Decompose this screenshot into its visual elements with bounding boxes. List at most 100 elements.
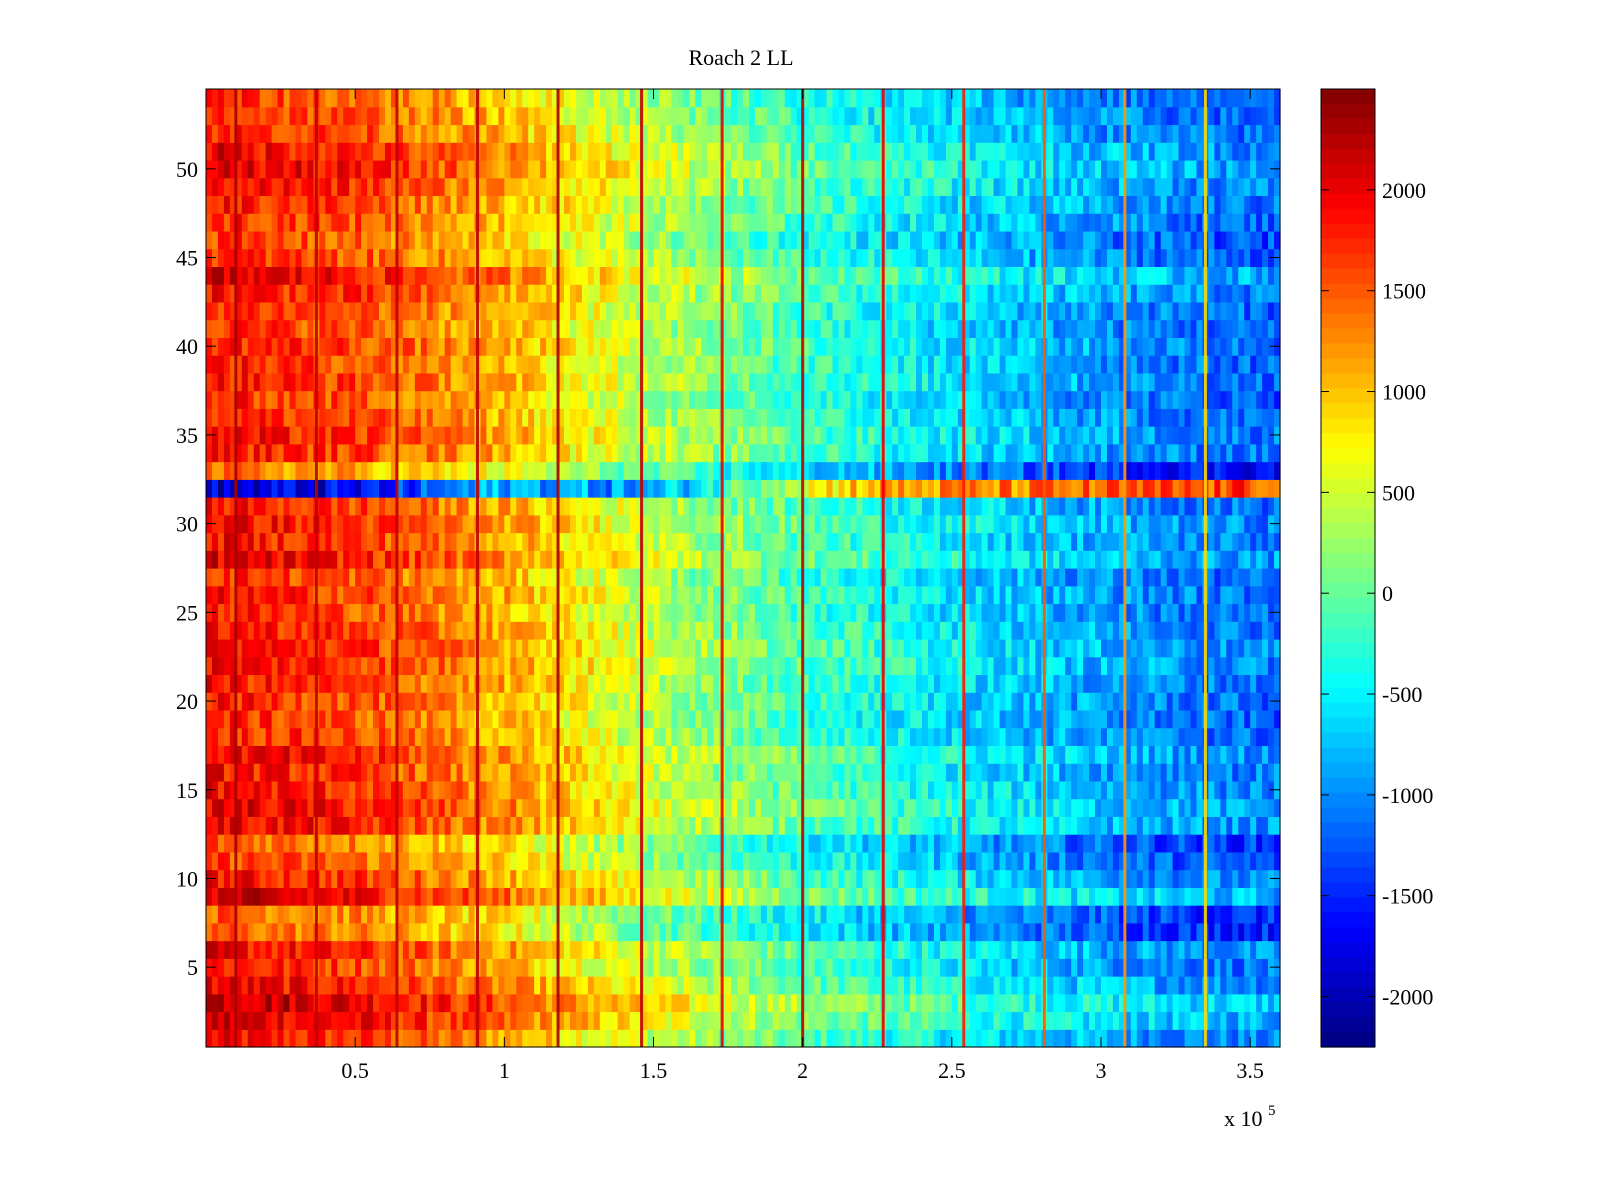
heatmap-cell bbox=[1101, 993, 1108, 1013]
heatmap-cell bbox=[927, 958, 935, 977]
heatmap-cell bbox=[701, 568, 708, 587]
heatmap-cell bbox=[766, 798, 774, 817]
heatmap-cell bbox=[957, 656, 965, 676]
heatmap-cell bbox=[1077, 709, 1084, 729]
heatmap-cell bbox=[373, 851, 380, 871]
heatmap-cell bbox=[868, 816, 875, 835]
heatmap-cell bbox=[850, 656, 857, 676]
heatmap-cell bbox=[528, 887, 535, 906]
heatmap-cell bbox=[1142, 834, 1150, 853]
heatmap-cell bbox=[343, 621, 350, 640]
heatmap-cell bbox=[945, 585, 953, 605]
heatmap-cell bbox=[629, 763, 637, 782]
heatmap-cell bbox=[1160, 745, 1168, 764]
heatmap-cell bbox=[289, 798, 297, 817]
heatmap-cell bbox=[951, 869, 959, 888]
heatmap-cell bbox=[1011, 638, 1019, 658]
heatmap-cell bbox=[916, 993, 923, 1013]
heatmap-cell bbox=[259, 816, 267, 835]
heatmap-cell bbox=[1238, 638, 1245, 658]
heatmap-cell bbox=[331, 585, 338, 605]
heatmap-cell bbox=[1232, 887, 1239, 906]
heatmap-cell bbox=[259, 621, 267, 640]
heatmap-cell bbox=[593, 905, 601, 924]
heatmap-cell bbox=[838, 1011, 846, 1030]
heatmap-cell bbox=[1124, 763, 1132, 782]
heatmap-cell bbox=[271, 568, 279, 587]
heatmap-cell bbox=[820, 922, 828, 942]
heatmap-cell bbox=[969, 692, 977, 711]
heatmap-cell bbox=[820, 940, 828, 959]
heatmap-cell bbox=[307, 816, 314, 835]
heatmap-cell bbox=[277, 816, 285, 835]
heatmap-cell bbox=[528, 621, 535, 640]
heatmap-cell bbox=[856, 905, 863, 924]
heatmap-cell bbox=[1172, 603, 1180, 622]
heatmap-cell bbox=[259, 1029, 267, 1048]
heatmap-cell bbox=[1112, 745, 1120, 764]
heatmap-cell bbox=[426, 887, 434, 906]
heatmap-cell bbox=[1184, 568, 1192, 587]
heatmap-cell bbox=[754, 745, 762, 764]
heatmap-cell bbox=[259, 905, 267, 924]
heatmap-cell bbox=[1196, 993, 1204, 1013]
heatmap-cell bbox=[1154, 745, 1162, 764]
heatmap-cell bbox=[707, 993, 714, 1013]
heatmap-cell bbox=[659, 834, 667, 853]
heatmap-cell bbox=[1148, 727, 1156, 747]
heatmap-cell bbox=[438, 922, 446, 942]
heatmap-cell bbox=[420, 745, 428, 764]
heatmap-cell bbox=[850, 976, 857, 995]
heatmap-cell bbox=[617, 674, 625, 693]
heatmap-cell bbox=[546, 1011, 553, 1030]
heatmap-cell bbox=[892, 993, 899, 1013]
heatmap-cell bbox=[856, 638, 863, 658]
heatmap-cell bbox=[307, 656, 314, 676]
heatmap-cell bbox=[969, 638, 977, 658]
heatmap-cell bbox=[468, 621, 476, 640]
heatmap-cell bbox=[939, 940, 947, 959]
heatmap-cell bbox=[337, 745, 344, 764]
heatmap-cell bbox=[820, 709, 828, 729]
heatmap-cell bbox=[617, 603, 625, 622]
heatmap-cell bbox=[910, 550, 917, 569]
heatmap-cell bbox=[355, 1029, 362, 1048]
heatmap-cell bbox=[546, 763, 553, 782]
heatmap-cell bbox=[307, 976, 314, 995]
heatmap-cell bbox=[927, 763, 935, 782]
heatmap-cell bbox=[808, 674, 816, 693]
heatmap-cell bbox=[367, 869, 374, 888]
heatmap-cell bbox=[480, 709, 488, 729]
heatmap-cell bbox=[456, 638, 464, 658]
heatmap-cell bbox=[558, 568, 565, 587]
heatmap-cell bbox=[295, 816, 303, 835]
heatmap-cell bbox=[725, 993, 732, 1013]
heatmap-cell bbox=[832, 958, 840, 977]
heatmap-cell bbox=[534, 905, 541, 924]
heatmap-cell bbox=[904, 816, 911, 835]
heatmap-cell bbox=[772, 798, 780, 817]
heatmap-cell bbox=[558, 851, 565, 871]
heatmap-cell bbox=[223, 585, 231, 605]
heatmap-cell bbox=[874, 780, 881, 800]
heatmap-cell bbox=[569, 674, 577, 693]
heatmap-cell bbox=[939, 887, 947, 906]
heatmap-cell bbox=[695, 976, 702, 995]
heatmap-cell bbox=[641, 887, 649, 906]
heatmap-cell bbox=[361, 585, 368, 605]
heatmap-cell bbox=[516, 709, 523, 729]
heatmap-cell bbox=[522, 709, 529, 729]
heatmap-cell bbox=[856, 869, 863, 888]
heatmap-cell bbox=[1017, 1029, 1025, 1048]
heatmap-cell bbox=[1118, 851, 1126, 871]
heatmap-cell bbox=[546, 674, 553, 693]
heatmap-cell bbox=[1190, 568, 1198, 587]
heatmap-cell bbox=[677, 656, 684, 676]
heatmap-cell bbox=[856, 940, 863, 959]
heatmap-cell bbox=[349, 621, 356, 640]
heatmap-cell bbox=[629, 958, 637, 977]
heatmap-cell bbox=[581, 834, 589, 853]
heatmap-cell bbox=[1023, 798, 1030, 817]
heatmap-cell bbox=[229, 674, 237, 693]
heatmap-cell bbox=[480, 1011, 488, 1030]
